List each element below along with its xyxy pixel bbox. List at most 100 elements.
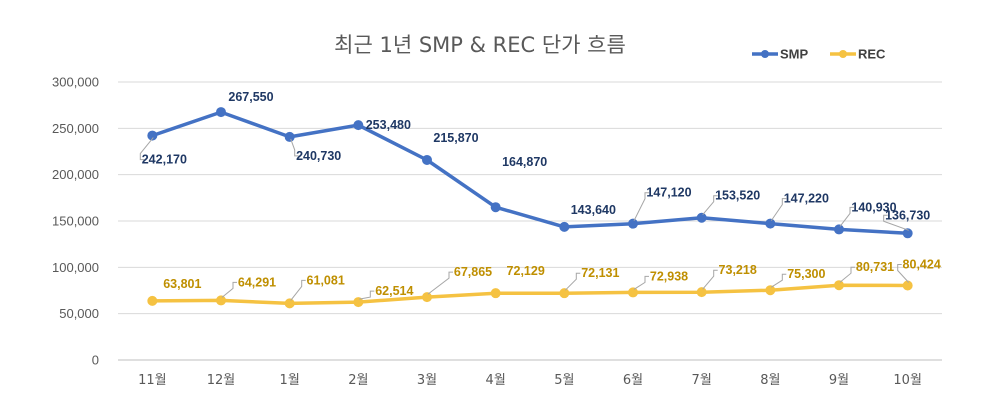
y-tick-label: 0: [92, 353, 99, 368]
label-leader-lines: [139, 137, 910, 301]
smp-legend-label: SMP: [780, 47, 809, 62]
data-labels: 242,170 267,550 240,730 253,480 215,870 164,8…: [142, 90, 941, 298]
smp-data-point: [490, 202, 501, 213]
smp-label-leader: [839, 206, 854, 227]
smp-data-label: 267,550: [228, 90, 273, 104]
smp-data-point: [628, 218, 638, 229]
smp-data-label: 242,170: [142, 153, 187, 167]
smp-data-label: 240,730: [296, 149, 341, 163]
smp-label-leader: [770, 198, 787, 221]
rec-data-label: 67,865: [454, 265, 492, 279]
rec-data-point: [628, 287, 638, 298]
smp-data-point: [353, 120, 364, 131]
x-tick-label: 6월: [623, 373, 643, 388]
smp-data-label: 136,730: [885, 208, 930, 222]
series-group: [147, 107, 913, 309]
rec-data-label: 73,218: [719, 263, 757, 277]
smp-label-leader: [883, 214, 909, 231]
x-tick-label: 12월: [207, 373, 236, 388]
smp-data-label: 215,870: [433, 131, 478, 145]
smp-data-label: 253,480: [366, 118, 411, 132]
rec-data-point: [147, 295, 158, 306]
y-tick-label: 200,000: [52, 167, 99, 182]
smp-data-point: [696, 212, 707, 223]
smp-data-label: 147,220: [784, 192, 829, 206]
rec-data-point: [216, 295, 226, 306]
rec-data-label: 61,081: [307, 273, 345, 287]
rec-series-line: [150, 283, 910, 306]
smp-legend-swatch-marker: [761, 50, 769, 58]
rec-label-leader: [290, 279, 306, 301]
legend: SMP REC: [752, 47, 886, 62]
rec-data-label: 62,514: [375, 284, 413, 298]
smp-data-point: [422, 154, 432, 165]
x-tick-label: 9월: [829, 373, 849, 388]
rec-data-point: [353, 297, 364, 308]
rec-data-label: 80,731: [856, 260, 894, 274]
smp-data-point: [902, 228, 913, 239]
rec-label-leader: [771, 273, 787, 288]
smp-label-leader: [702, 195, 718, 216]
rec-data-point: [284, 298, 295, 309]
y-tick-label: 100,000: [52, 260, 99, 275]
smp-data-point: [765, 218, 776, 229]
rec-label-leader: [633, 275, 649, 290]
rec-label-leader: [221, 281, 237, 298]
rec-data-label: 64,291: [238, 275, 276, 289]
smp-data-label: 164,870: [502, 155, 547, 169]
rec-data-point: [902, 280, 913, 291]
x-axis-ticks: 11월 12월 1월 2월 3월 4월 5월 6월 7월 8월 9월 10월: [138, 373, 922, 388]
chart-title: 최근 1년 SMP & REC 단가 흐름: [334, 33, 626, 57]
y-tick-label: 250,000: [52, 121, 99, 136]
x-tick-label: 3월: [417, 373, 437, 388]
x-tick-label: 7월: [692, 373, 712, 388]
smp-data-point: [834, 224, 844, 235]
grid-lines: [118, 81, 942, 361]
rec-data-point: [422, 292, 432, 303]
rec-data-label: 80,424: [903, 257, 941, 271]
smp-data-label: 143,640: [571, 203, 616, 217]
x-tick-label: 4월: [486, 373, 506, 388]
rec-data-point: [765, 285, 776, 296]
smp-series-line: [150, 110, 910, 236]
rec-data-label: 72,129: [507, 264, 545, 278]
smp-data-point: [559, 221, 570, 232]
y-axis-ticks: 0 50,000 100,000 150,000 200,000 250,000 300,0…: [52, 75, 99, 368]
rec-data-point: [834, 280, 844, 291]
rec-data-point: [696, 287, 707, 298]
x-tick-label: 11월: [138, 373, 167, 388]
rec-label-leader: [897, 264, 910, 283]
rec-data-label: 63,801: [163, 277, 201, 291]
rec-data-point: [490, 288, 501, 299]
rec-label-leader: [702, 269, 718, 290]
rec-legend-swatch-marker: [839, 50, 847, 58]
rec-label-leader: [359, 290, 375, 300]
smp-data-point: [284, 131, 295, 142]
x-tick-label: 2월: [348, 373, 368, 388]
y-tick-label: 150,000: [52, 214, 99, 229]
rec-legend-label: REC: [858, 47, 886, 62]
smp-data-label: 153,520: [715, 189, 760, 203]
x-tick-label: 5월: [554, 373, 574, 388]
rec-data-point: [559, 288, 570, 299]
smp-data-point: [147, 130, 158, 141]
x-tick-label: 1월: [280, 373, 300, 388]
x-tick-label: 8월: [760, 373, 780, 388]
y-tick-label: 50,000: [59, 306, 99, 321]
y-tick-label: 300,000: [52, 75, 99, 90]
smp-label-leader: [139, 137, 154, 161]
rec-data-label: 72,938: [650, 269, 688, 283]
rec-data-label: 75,300: [787, 267, 825, 281]
x-tick-label: 10월: [893, 373, 922, 388]
rec-label-leader: [564, 272, 581, 291]
rec-label-leader: [839, 266, 855, 283]
smp-data-label: 147,120: [646, 186, 691, 200]
smp-label-leader: [633, 192, 649, 221]
smp-label-leader: [290, 138, 299, 157]
smp-data-point: [216, 107, 226, 118]
rec-data-label: 72,131: [581, 266, 619, 280]
smp-data-label: 140,930: [851, 200, 896, 214]
rec-label-leader: [427, 271, 453, 295]
